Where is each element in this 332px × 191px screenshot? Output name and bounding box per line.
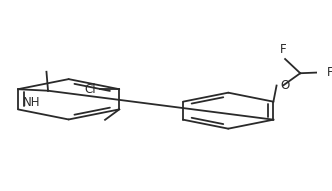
Text: O: O — [280, 79, 290, 92]
Text: F: F — [326, 66, 332, 79]
Text: F: F — [280, 43, 287, 56]
Text: Cl: Cl — [84, 83, 96, 96]
Text: NH: NH — [23, 96, 40, 109]
